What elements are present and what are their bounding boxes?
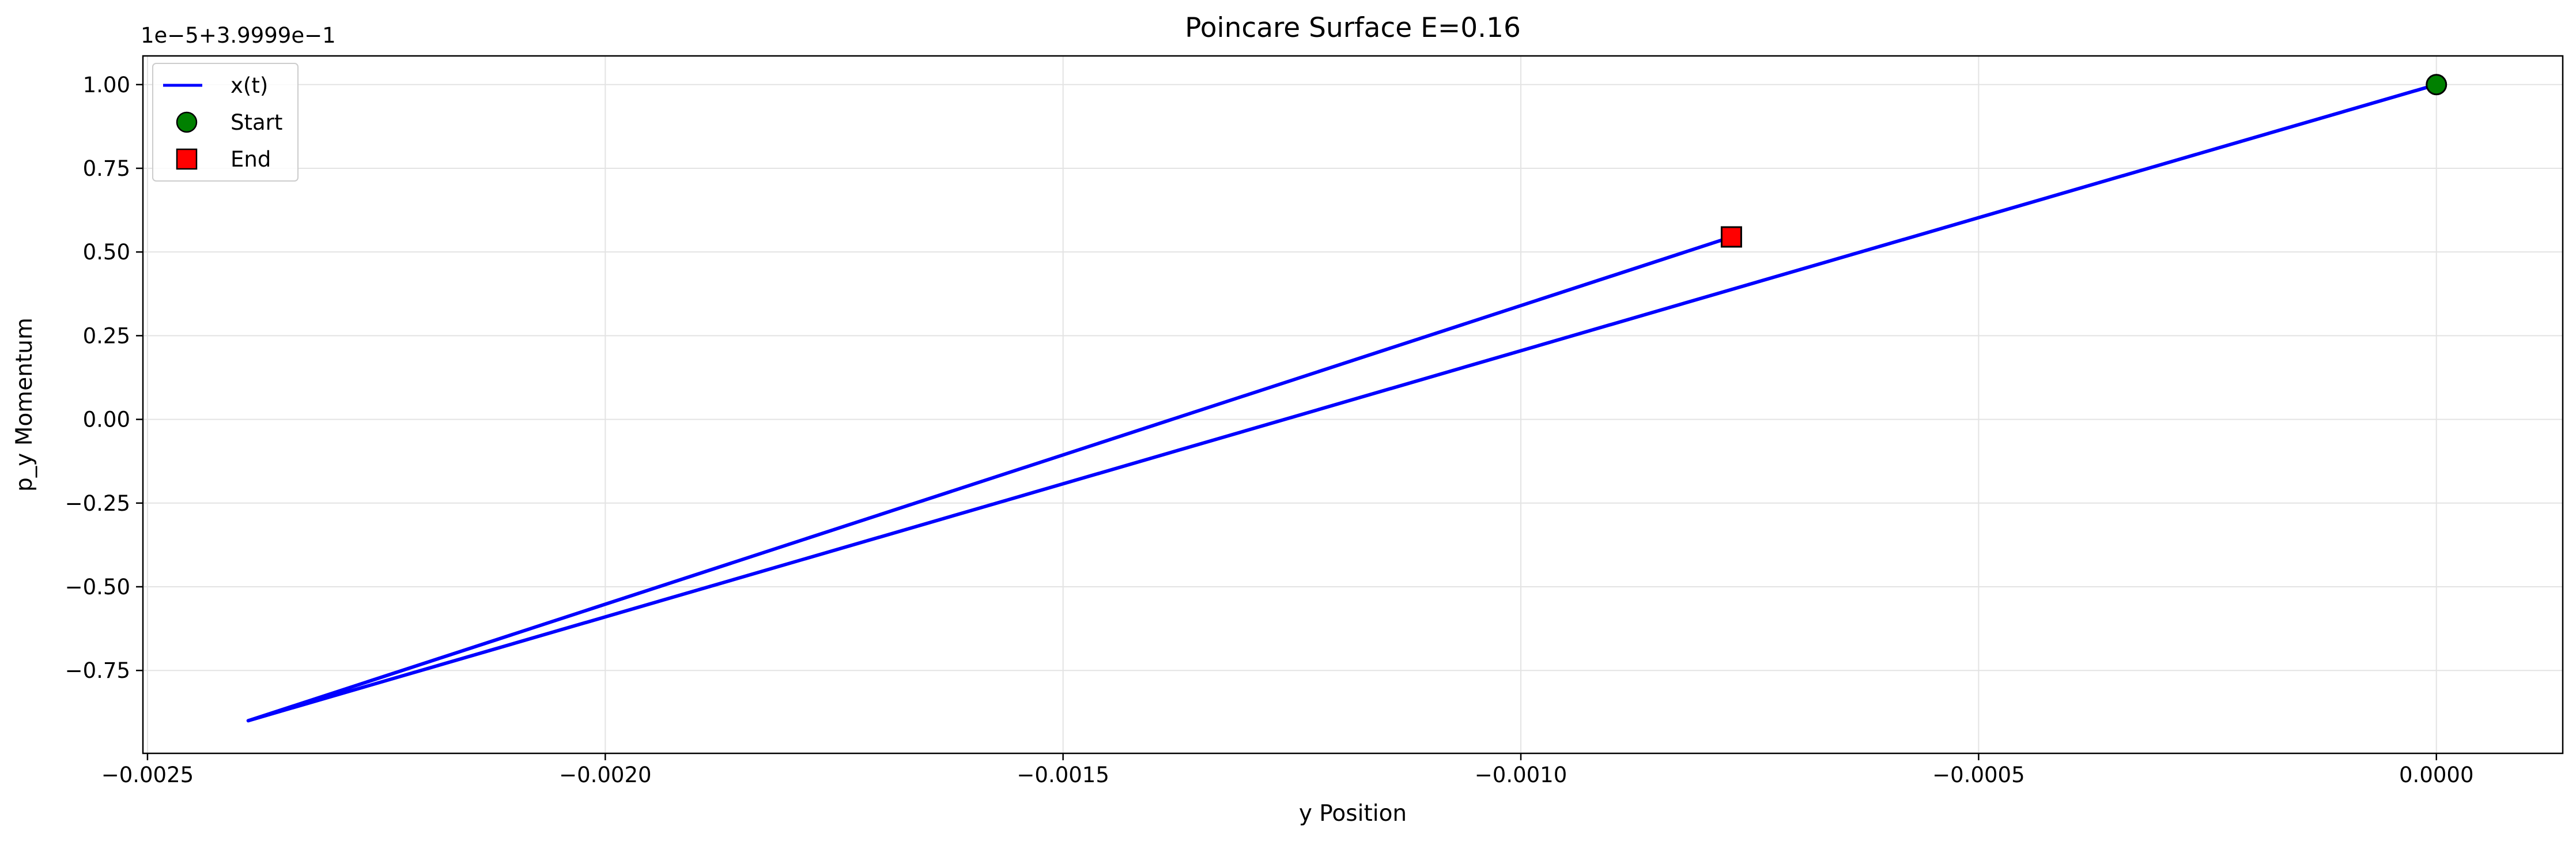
y-tick-label: −0.25 bbox=[65, 491, 130, 516]
x-tick-label: −0.0005 bbox=[1932, 763, 2024, 787]
start-marker bbox=[2426, 74, 2447, 96]
y-tick-label: −0.75 bbox=[65, 658, 130, 683]
grid bbox=[143, 56, 2563, 753]
x-tick-label: 0.0000 bbox=[2399, 763, 2473, 787]
legend: x(t) Start End bbox=[152, 63, 299, 182]
end-marker bbox=[1720, 226, 1742, 248]
legend-swatch-start bbox=[176, 111, 198, 133]
line-series-xt bbox=[246, 82, 2438, 723]
plot-series bbox=[246, 74, 2447, 723]
y-axis-offset-text: 1e−5+3.9999e−1 bbox=[141, 23, 336, 48]
plot-frame bbox=[142, 55, 2564, 755]
y-tick-label: 1.00 bbox=[83, 73, 130, 97]
y-axis-label: p_y Momentum bbox=[12, 318, 37, 492]
legend-swatch-end bbox=[176, 148, 198, 170]
x-axis-label: y Position bbox=[1299, 801, 1407, 827]
x-tick-label: −0.0025 bbox=[101, 763, 194, 787]
y-tick-label: 0.25 bbox=[83, 323, 130, 348]
x-tick-label: −0.0015 bbox=[1017, 763, 1109, 787]
chart-title: Poincare Surface E=0.16 bbox=[1185, 12, 1521, 44]
legend-label-end: End bbox=[231, 147, 271, 172]
y-tick-label: 0.75 bbox=[83, 156, 130, 181]
y-tick-label: 0.00 bbox=[83, 408, 130, 432]
axis-ticks: −0.0025 −0.0020 −0.0015 −0.0010 −0.0005 0.000… bbox=[65, 73, 2474, 787]
legend-label-line: x(t) bbox=[231, 73, 268, 98]
x-tick-label: −0.0020 bbox=[559, 763, 651, 787]
x-tick-label: −0.0010 bbox=[1475, 763, 1567, 787]
y-tick-label: 0.50 bbox=[83, 240, 130, 265]
y-tick-label: −0.50 bbox=[65, 575, 130, 599]
legend-label-start: Start bbox=[231, 110, 282, 135]
